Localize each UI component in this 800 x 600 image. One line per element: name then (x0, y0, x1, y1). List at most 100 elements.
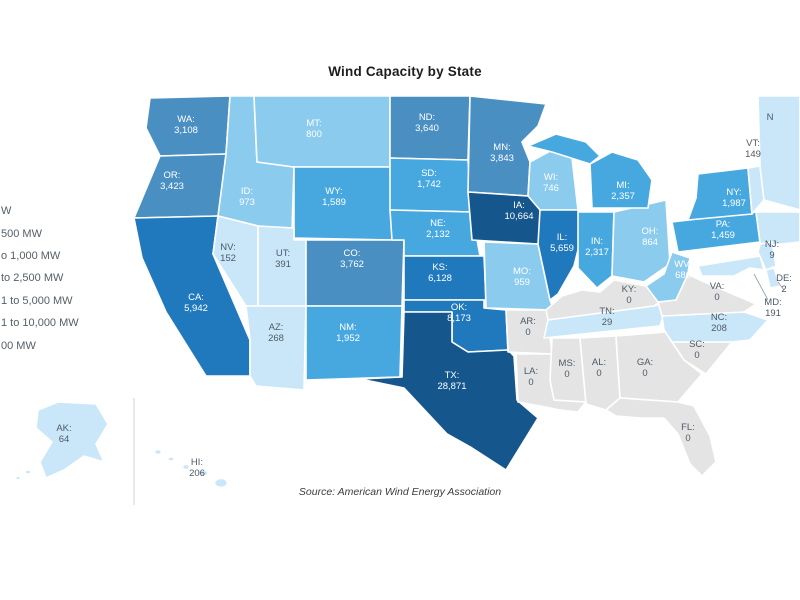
state-label-nebraska: NE: 2,132 (426, 218, 450, 240)
state-abbr: GA: (637, 357, 653, 368)
state-ohio (611, 199, 671, 283)
state-abbr: IA: (513, 200, 525, 211)
state-label-indiana: IN: 2,317 (585, 236, 609, 258)
state-abbr: OR: (164, 170, 181, 181)
state-label-tennessee: TN: 29 (599, 306, 614, 328)
state-value: 3,843 (490, 153, 514, 164)
state-label-colorado: CO: 3,762 (340, 248, 364, 270)
state-value: 3,108 (174, 125, 198, 136)
state-label-wisconsin: WI: 746 (543, 172, 559, 194)
state-abbr: OK: (451, 302, 467, 313)
hawaii-island (153, 448, 163, 456)
state-north-carolina (661, 311, 769, 343)
state-label-michigan: MI: 2,357 (611, 180, 635, 202)
state-abbr: NE: (430, 218, 446, 229)
state-value: 2,317 (585, 247, 609, 258)
state-value: 8,173 (447, 313, 471, 324)
region-northeast-cut (757, 95, 800, 211)
state-abbr: AK: (56, 423, 71, 434)
legend-row-fragment: o 1,000 MW (1, 249, 61, 262)
state-value: 206 (189, 468, 205, 479)
state-value: 2,357 (611, 191, 635, 202)
state-abbr: VT: (746, 138, 760, 149)
state-arizona (245, 305, 307, 391)
state-label-kentucky: KY: 0 (622, 284, 637, 306)
state-abbr: OH: (642, 226, 659, 237)
state-value: 0 (714, 292, 719, 303)
hawaii-island (167, 455, 175, 462)
state-abbr: WA: (177, 114, 195, 125)
state-value: 28,871 (437, 381, 466, 392)
state-label-alabama: AL: 0 (592, 357, 606, 379)
state-abbr: MI: (616, 180, 629, 191)
legend-row-fragment: 00 MW (1, 339, 36, 352)
state-value: 2 (781, 284, 786, 295)
state-abbr: AL: (592, 357, 606, 368)
delaware-leader-line (777, 281, 785, 291)
state-label-oregon: OR: 3,423 (160, 170, 184, 192)
state-florida (605, 397, 717, 477)
state-abbr: ID: (241, 186, 253, 197)
hawaii-island (213, 477, 229, 489)
legend-row-fragment: 1 to 10,000 MW (1, 317, 79, 330)
state-label-alaska: AK: 64 (56, 423, 71, 445)
page-title: Wind Capacity by State (328, 64, 482, 79)
state-label-wyoming: WY: 1,589 (322, 186, 346, 208)
state-abbr: CA: (188, 292, 204, 303)
state-label-north-carolina: NC: 208 (711, 312, 727, 334)
state-label-california: CA: 5,942 (184, 292, 208, 314)
state-alaska (35, 401, 109, 479)
state-value: 0 (626, 295, 631, 306)
state-value: 29 (602, 317, 613, 328)
state-indiana (577, 211, 615, 289)
state-label-west-virginia: WV: 686 (674, 259, 692, 281)
state-label-ohio: OH: 864 (642, 226, 659, 248)
state-maryland (697, 255, 765, 277)
state-montana (253, 95, 391, 168)
state-value: 3,423 (160, 181, 184, 192)
state-abbr: IN: (591, 236, 603, 247)
state-abbr: MN: (493, 142, 510, 153)
state-label-pennsylvania: PA: 1,459 (711, 219, 735, 241)
state-value: 0 (525, 327, 530, 338)
state-label-maryland: MD: 191 (764, 297, 781, 319)
state-abbr: TN: (599, 306, 614, 317)
state-value: 3,762 (340, 259, 364, 270)
state-mississippi (549, 337, 587, 403)
state-label-washington: WA: 3,108 (174, 114, 198, 136)
state-value: 0 (642, 368, 647, 379)
state-value: 3,640 (415, 123, 439, 134)
state-label-northeast-cut-fragment: N (767, 112, 774, 123)
state-label-missouri: MO: 959 (513, 266, 531, 288)
state-label-oklahoma: OK: 8,173 (447, 302, 471, 324)
state-value: 746 (543, 183, 559, 194)
state-label-georgia: GA: 0 (637, 357, 653, 379)
state-value: 1,952 (336, 333, 360, 344)
state-label-new-york: NY: 1,987 (722, 187, 746, 209)
state-abbr: KS: (432, 262, 447, 273)
maryland-leader-line (753, 273, 769, 301)
state-value: 9 (769, 250, 774, 261)
state-value: 191 (765, 308, 781, 319)
state-abbr: KY: (622, 284, 637, 295)
state-value: 5,942 (184, 303, 208, 314)
state-label-iowa: IA: 10,664 (504, 200, 533, 222)
state-value: 800 (306, 129, 322, 140)
legend-row-fragment: W (1, 205, 12, 218)
state-label-illinois: IL: 5,659 (550, 232, 574, 254)
state-label-new-mexico: NM: 1,952 (336, 322, 360, 344)
hawaii-island (181, 463, 191, 471)
legend-row-fragment: to 2,500 MW (1, 272, 64, 285)
state-abbr: DE: (776, 273, 792, 284)
state-abbr: MT: (306, 118, 321, 129)
state-value: 1,987 (722, 198, 746, 209)
source-note: Source: American Wind Energy Association (298, 486, 502, 498)
state-label-vermont: VT: 149 (745, 138, 761, 160)
alaska-aleutian-island (24, 469, 32, 475)
state-value: 0 (694, 350, 699, 361)
state-abbr: SC: (689, 339, 705, 350)
region-new-england-cut (755, 211, 800, 247)
state-label-virginia: VA: 0 (710, 281, 725, 303)
